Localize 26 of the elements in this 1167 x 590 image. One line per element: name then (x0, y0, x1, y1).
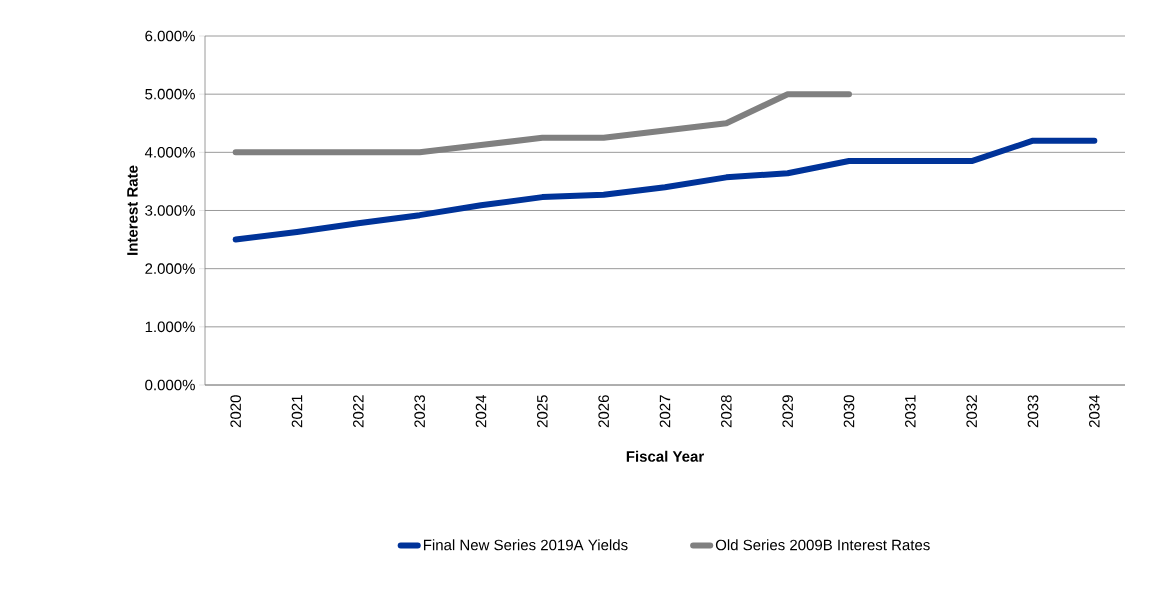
y-axis-title: Interest Rate (127, 165, 138, 255)
x-tick-label: 2034 (1089, 394, 1100, 428)
x-tick-label: 2029 (782, 395, 793, 428)
x-axis-title: Fiscal Year (626, 450, 704, 462)
x-tick-label: 2031 (905, 395, 916, 428)
x-tick-label: 2021 (291, 395, 303, 428)
y-tick-label: 3.000% (145, 205, 195, 216)
y-tick-label: 4.000% (144, 147, 195, 158)
y-tick-label: 1.000% (145, 321, 195, 333)
x-tick-label: 2033 (1027, 395, 1039, 428)
x-tick-label: 2030 (843, 395, 855, 428)
y-tick-label: 5.000% (145, 88, 195, 100)
x-tick-label: 2032 (966, 395, 977, 428)
x-tick-label: 2025 (537, 395, 548, 428)
legend-label: Old Series 2009B Interest Rates (715, 539, 930, 551)
y-tick-label: 6.000% (145, 30, 195, 42)
x-tick-label: 2027 (659, 395, 671, 428)
x-tick-label: 2024 (475, 394, 487, 428)
x-tick-label: 2028 (721, 395, 732, 428)
x-tick-label: 2022 (353, 395, 364, 428)
y-tick-label: 0.000% (145, 379, 195, 391)
y-tick-label: 2.000% (145, 263, 195, 274)
x-tick-label: 2023 (414, 395, 425, 428)
x-tick-label: 2026 (598, 395, 609, 428)
x-tick-label: 2020 (230, 395, 241, 428)
legend-label: Final New Series 2019A Yields (423, 539, 628, 551)
